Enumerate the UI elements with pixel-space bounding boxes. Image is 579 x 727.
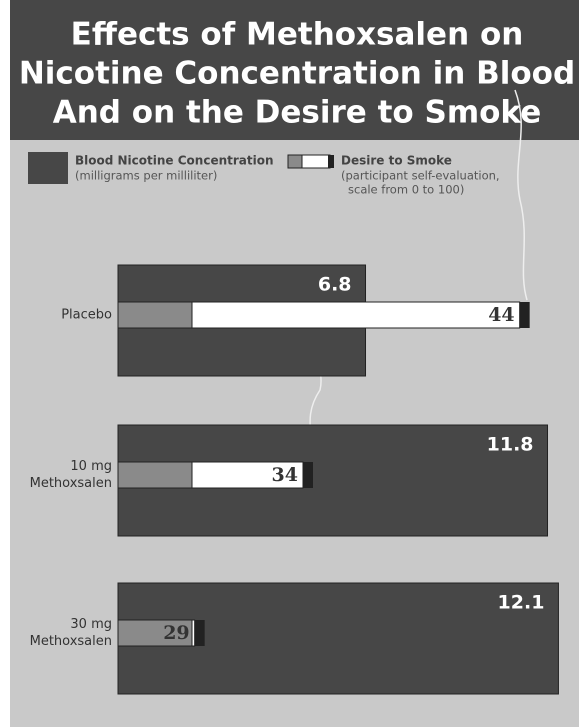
desire-label: 44: [488, 304, 514, 326]
cig-tip: [303, 462, 313, 488]
title-box: [10, 0, 579, 140]
legend-swatch: [28, 152, 68, 184]
title-line: And on the Desire to Smoke: [53, 95, 542, 131]
cig-filter: [117, 461, 193, 489]
nicotine-label: 11.8: [487, 434, 534, 456]
desire-label: 29: [163, 622, 189, 644]
cig-filter: [287, 154, 303, 169]
title: Effects of Methoxsalen on Nicotine Conce…: [19, 17, 575, 131]
legend-note: (milligrams per milliliter): [75, 169, 217, 183]
legend-label: Desire to Smoke: [341, 154, 452, 168]
desire-label: 34: [272, 464, 298, 486]
legend-note: (participant self-evaluation,: [341, 169, 500, 183]
category-label: 30 mg: [70, 617, 112, 632]
left-margin: [0, 0, 10, 727]
smoke-wisp: [514, 89, 528, 301]
category-label: Placebo: [61, 308, 112, 323]
category-label: Methoxsalen: [30, 476, 112, 491]
title-line: Effects of Methoxsalen on: [71, 17, 524, 53]
cig-body: [301, 154, 331, 169]
legend-cigarette: [287, 154, 334, 169]
cig-filter: [117, 301, 193, 329]
nicotine-label: 12.1: [498, 592, 545, 614]
cig-filter: [117, 619, 193, 647]
cig-body: [191, 619, 196, 647]
cigarette: [117, 619, 205, 647]
title-line: Nicotine Concentration in Blood: [19, 56, 575, 92]
cigarette: [117, 461, 313, 489]
legend-label: Blood Nicotine Concentration: [75, 154, 274, 168]
cig-body: [191, 301, 521, 329]
category-label: Methoxsalen: [30, 634, 112, 649]
cig-tip: [519, 302, 530, 328]
category-label: 10 mg: [70, 459, 112, 474]
cig-body: [191, 461, 304, 489]
cig-tip: [194, 620, 205, 646]
legend-note: scale from 0 to 100): [348, 183, 464, 197]
cigarette: [117, 301, 530, 329]
nicotine-label: 6.8: [318, 274, 352, 296]
cig-tip: [328, 155, 334, 168]
